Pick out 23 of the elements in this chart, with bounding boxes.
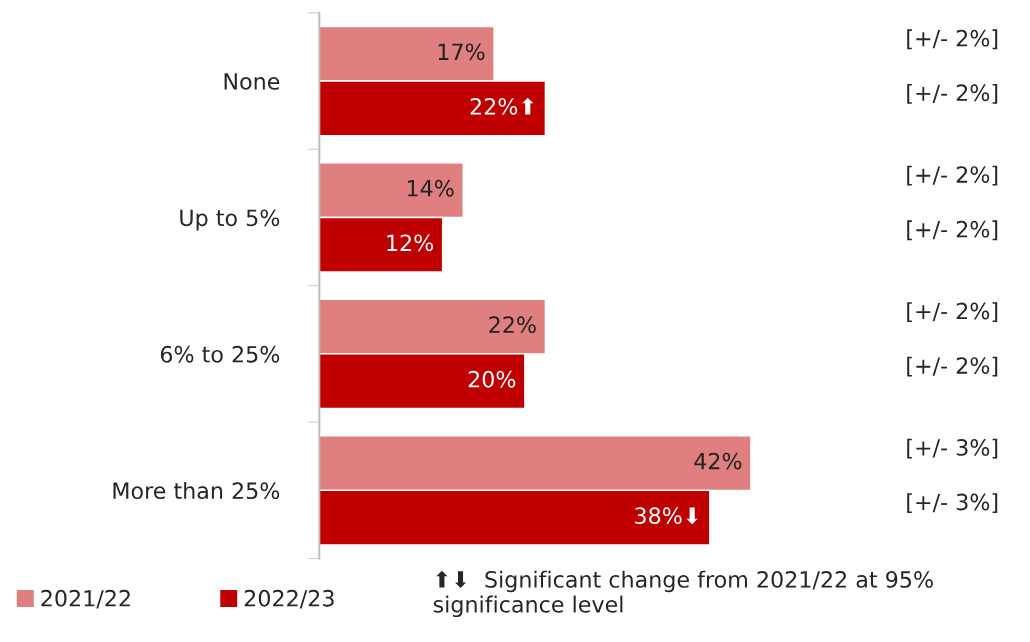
text: [+/- 2%] xyxy=(907,83,998,104)
legend-label: 2021/22 xyxy=(41,589,130,609)
data-label: 38%⬇ xyxy=(635,507,698,525)
y-tick-label: 6% to 25% xyxy=(160,345,280,363)
y-tick-label: Up to 5% xyxy=(180,209,280,231)
text: [+/- 2%] xyxy=(907,29,998,50)
data-label: 12% xyxy=(387,234,434,252)
data-label: 42% xyxy=(694,452,742,470)
data-label: 22% xyxy=(489,316,536,334)
legend-label: 2022/23 xyxy=(244,589,334,609)
text: [+/- 2%] xyxy=(907,302,998,323)
text: [+/- 3%] xyxy=(907,438,998,459)
text: [+/- 3%] xyxy=(907,493,998,514)
data-label: 22%⬆ xyxy=(470,97,534,115)
data-label: 20% xyxy=(468,370,516,388)
text: ⬆⬇ Significant change from 2021/22 at 95% significance level xyxy=(433,570,933,618)
y-tick-label: None xyxy=(224,73,280,90)
y-tick-label: More than 25% xyxy=(113,481,280,500)
text: [+/- 2%] xyxy=(907,165,998,186)
data-label: 14% xyxy=(407,179,454,197)
text: [+/- 2%] xyxy=(907,356,998,377)
data-label: 17% xyxy=(438,43,485,61)
text: [+/- 2%] xyxy=(907,220,998,241)
